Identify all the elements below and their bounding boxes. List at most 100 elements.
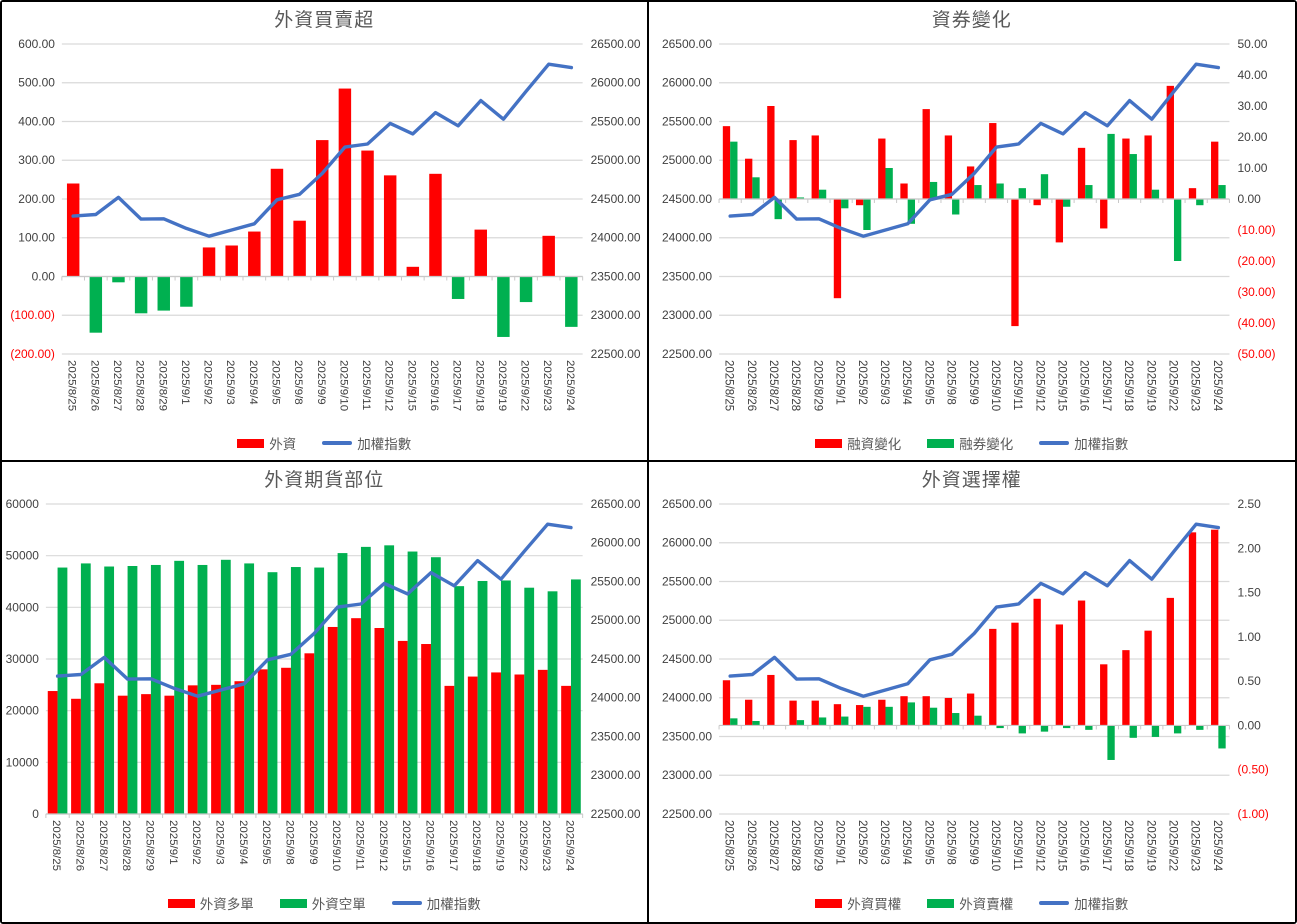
- chart-legend: 外資多單 外資空單 加權指數: [2, 890, 647, 916]
- x-axis-date-label: 2025/9/4: [237, 820, 249, 865]
- x-axis-date-label: 2025/9/1: [833, 820, 845, 865]
- chart-panel-margin-short-change: 資券變化 22500.00 23000.00 23500.00 24000.00 245…: [648, 2, 1296, 462]
- x-axis-date-label: 2025/9/12: [1033, 360, 1045, 411]
- y-axis-left-label: 25000.00: [661, 153, 711, 167]
- bar-series-0: [988, 628, 996, 726]
- bar-series-0: [429, 173, 442, 277]
- bar-series-1: [884, 706, 893, 726]
- x-axis-date-label: 2025/9/22: [1166, 820, 1178, 871]
- x-axis-date-label: 2025/9/1: [833, 360, 845, 405]
- x-axis-date-label: 2025/9/4: [247, 360, 259, 405]
- bar-series-1: [547, 591, 558, 814]
- x-axis-date-label: 2025/8/26: [744, 360, 756, 411]
- y-axis-right-label: 0.00: [1237, 192, 1261, 206]
- x-axis-date-label: 2025/9/5: [269, 360, 281, 405]
- legend-label: 加權指數: [1074, 437, 1129, 452]
- bar-series-0: [327, 626, 338, 814]
- x-axis-date-label: 2025/8/25: [722, 360, 734, 411]
- bar-series-0: [281, 667, 291, 814]
- bar-series-0: [94, 683, 105, 814]
- y-axis-left-label: 400.00: [18, 114, 55, 128]
- chart-panel-foreign-net-buy: 外資買賣超 (200.00) (100.00) 0.00 100.00 200.00 30…: [2, 2, 649, 462]
- y-axis-left-label: 24500.00: [661, 192, 711, 206]
- x-axis-date-label: 2025/9/19: [1144, 820, 1156, 871]
- y-axis-left-label: 23500.00: [661, 730, 711, 744]
- bar-series-1: [818, 189, 826, 199]
- y-axis-left-label: 30000: [6, 652, 40, 666]
- bar-series-1: [477, 580, 488, 814]
- legend-item: 加權指數: [391, 893, 481, 913]
- bar-series-0: [899, 183, 908, 199]
- y-axis-left-label: 24500.00: [661, 652, 711, 666]
- y-axis-left-label: 26000.00: [661, 76, 711, 90]
- legend-label: 外資買權: [847, 897, 902, 912]
- legend-bar-swatch: [927, 438, 955, 448]
- legend-item: 融券變化: [927, 433, 1013, 453]
- bar-series-1: [907, 199, 915, 224]
- y-axis-right-label: 24500.00: [591, 652, 641, 666]
- y-axis-right-label: 23500.00: [591, 269, 641, 283]
- bar-series-1: [360, 546, 371, 814]
- x-axis-date-label: 2025/9/24: [1210, 820, 1222, 872]
- bar-series-1: [407, 551, 418, 814]
- bar-series-1: [290, 567, 301, 814]
- bar-series-0: [211, 684, 221, 814]
- x-axis-date-label: 2025/9/10: [988, 820, 1000, 871]
- bar-series-0: [467, 676, 478, 814]
- x-axis-date-label: 2025/9/8: [944, 360, 956, 405]
- bar-series-0: [444, 685, 455, 814]
- chart-legend: 融資變化 融券變化 加權指數: [649, 430, 1296, 456]
- bar-series-0: [722, 680, 730, 726]
- y-axis-left-label: 40000: [6, 600, 40, 614]
- chart-foreign-net-buy: (200.00) (100.00) 0.00 100.00 200.00 300.00 40…: [10, 38, 641, 412]
- index-line: [727, 522, 1220, 698]
- bar-series-0: [1077, 147, 1085, 199]
- bar-series-0: [855, 199, 863, 206]
- y-axis-right-label: 20.00: [1237, 130, 1267, 144]
- y-axis-left-label: 600.00: [18, 38, 55, 51]
- bar-series-0: [117, 695, 128, 814]
- y-axis-left-label: 23000.00: [661, 768, 711, 782]
- bar-series-1: [80, 563, 91, 814]
- bar-series-0: [374, 628, 385, 814]
- bar-series-0: [89, 276, 103, 333]
- y-axis-left-label: 300.00: [18, 153, 55, 167]
- x-axis-date-label: 2025/9/18: [473, 360, 485, 411]
- x-axis-date-label: 2025/8/29: [156, 360, 168, 411]
- bar-series-0: [141, 694, 151, 814]
- chart-title: 外資期貨部位: [264, 470, 385, 491]
- x-axis-date-label: 2025/9/15: [400, 820, 412, 871]
- bar-series-0: [542, 235, 555, 277]
- y-axis-left-label: 23000.00: [661, 308, 711, 322]
- bar-series-1: [1173, 199, 1181, 261]
- bar-series-0: [766, 674, 775, 726]
- bar-series-0: [270, 168, 284, 277]
- y-axis-right-label: (20.00): [1237, 254, 1275, 268]
- bar-series-0: [134, 276, 148, 314]
- x-axis-date-label: 2025/9/17: [1099, 360, 1111, 411]
- bar-series-1: [244, 563, 255, 814]
- x-axis-date-label: 2025/9/4: [900, 360, 912, 405]
- y-axis-left-label: 26000.00: [661, 536, 711, 550]
- bar-series-0: [1188, 532, 1196, 726]
- x-axis-date-label: 2025/9/23: [540, 820, 552, 871]
- x-axis-date-label: 2025/8/27: [111, 360, 123, 411]
- chart-title: 外資買賣超: [274, 10, 375, 31]
- y-axis-left-label: 22500.00: [661, 807, 711, 821]
- y-axis-left-label: 22500.00: [661, 347, 711, 361]
- bar-series-0: [744, 158, 752, 199]
- y-axis-right-label: 23000.00: [591, 308, 641, 322]
- bar-series-1: [337, 553, 348, 814]
- chart-panel-foreign-futures: 外資期貨部位 0 10000 20000 30000 40000 50000 60000 22…: [2, 462, 649, 922]
- y-axis-left-label: (200.00): [10, 347, 55, 361]
- x-axis-date-label: 2025/9/2: [190, 820, 202, 865]
- legend-bar-swatch: [279, 898, 307, 908]
- bar-series-0: [1210, 141, 1218, 199]
- x-axis-date-label: 2025/8/29: [811, 820, 823, 871]
- x-axis-date-label: 2025/9/8: [944, 820, 956, 865]
- x-axis-date-label: 2025/8/28: [120, 820, 132, 871]
- y-axis-left-label: (100.00): [10, 308, 55, 322]
- x-axis-date-label: 2025/9/19: [1144, 360, 1156, 411]
- x-axis-date-label: 2025/9/3: [877, 360, 889, 405]
